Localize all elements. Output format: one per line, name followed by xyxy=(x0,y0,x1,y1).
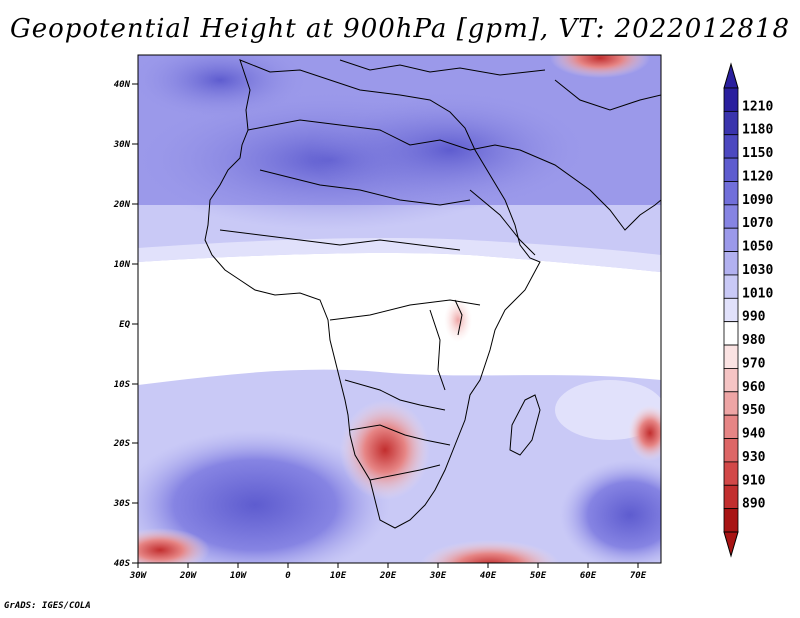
lat-label-10n: 10N xyxy=(114,260,131,270)
colorbar-label: 960 xyxy=(742,380,766,395)
lon-label-70e: 70E xyxy=(630,571,647,581)
colorbar-label: 1030 xyxy=(742,263,773,278)
height-field xyxy=(138,55,661,563)
colorbar-swatch xyxy=(723,438,739,463)
colorbar: 1210 1180 1150 1120 1090 1070 1050 1030 1010 990 9… xyxy=(723,62,773,558)
colorbar-swatch xyxy=(723,251,739,276)
colorbar-swatch xyxy=(723,110,739,136)
colorbar-swatch xyxy=(723,321,739,346)
colorbar-label: 990 xyxy=(742,310,766,325)
map-title: Geopotential Height at 900hPa [gpm], VT:… xyxy=(9,14,791,44)
colorbar-label: 980 xyxy=(742,333,766,348)
colorbar-label: 1010 xyxy=(742,286,773,301)
colorbar-label: 970 xyxy=(742,356,766,371)
colorbar-swatch xyxy=(723,181,739,206)
coastlines xyxy=(204,59,661,529)
colorbar-swatch xyxy=(723,461,739,486)
lon-label-50e: 50E xyxy=(530,571,547,581)
lat-label-20s: 20S xyxy=(113,439,131,449)
lat-label-30n: 30N xyxy=(113,140,131,150)
map-frame xyxy=(137,54,662,564)
colorbar-label: 1070 xyxy=(742,216,773,231)
grads-credit: GrADS: IGES/COLA xyxy=(4,601,91,611)
lon-label-10w: 10W xyxy=(230,571,248,581)
colorbar-swatch xyxy=(723,227,739,252)
colorbar-swatch xyxy=(723,508,739,533)
colorbar-label: 890 xyxy=(742,497,766,512)
colorbar-swatch xyxy=(723,391,739,416)
colorbar-swatch xyxy=(723,157,739,182)
colorbar-label: 1180 xyxy=(742,123,773,138)
colorbar-swatch xyxy=(723,368,739,393)
colorbar-label: 1150 xyxy=(742,146,773,161)
colorbar-label: 1050 xyxy=(742,240,773,255)
lon-label-20w: 20W xyxy=(179,571,198,581)
lon-label-30w: 30W xyxy=(129,571,148,581)
colorbar-label: 910 xyxy=(742,473,766,488)
colorbar-label: 930 xyxy=(742,450,766,465)
lon-label-30e: 30E xyxy=(429,571,447,581)
lat-label-eq: EQ xyxy=(119,320,130,330)
lon-label-20e: 20E xyxy=(379,571,397,581)
lon-label-40e: 40E xyxy=(480,571,497,581)
lat-axis xyxy=(132,83,138,564)
lon-label-0: 0 xyxy=(285,571,291,581)
colorbar-label: 1210 xyxy=(742,99,773,114)
colorbar-label: 940 xyxy=(742,427,766,442)
colorbar-label: 1090 xyxy=(742,193,773,208)
colorbar-bottom-arrow xyxy=(723,531,739,558)
colorbar-swatch xyxy=(723,204,739,229)
colorbar-swatch xyxy=(723,87,739,112)
lat-label-40n: 40N xyxy=(114,80,131,90)
lon-label-10e: 10E xyxy=(330,571,347,581)
colorbar-swatch xyxy=(723,414,739,439)
lat-label-10s: 10S xyxy=(114,380,131,390)
lon-axis xyxy=(137,563,639,568)
colorbar-swatch xyxy=(723,344,739,369)
colorbar-top-arrow xyxy=(723,62,739,89)
colorbar-swatch xyxy=(723,297,739,323)
lat-label-30s: 30S xyxy=(113,499,131,509)
colorbar-label: 1120 xyxy=(742,169,773,184)
lat-label-40s: 40S xyxy=(114,559,131,569)
colorbar-label: 950 xyxy=(742,403,766,418)
lon-label-60e: 60E xyxy=(580,571,597,581)
colorbar-swatch xyxy=(723,484,739,510)
lat-label-20n: 20N xyxy=(113,200,131,210)
colorbar-swatch xyxy=(723,134,739,159)
colorbar-swatch xyxy=(723,274,739,299)
